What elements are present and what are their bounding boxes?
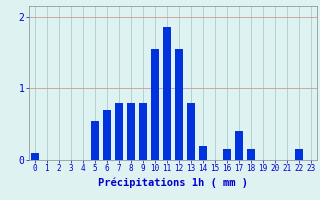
X-axis label: Précipitations 1h ( mm ): Précipitations 1h ( mm ) [98, 177, 248, 188]
Bar [223, 149, 231, 160]
Bar [31, 153, 39, 160]
Bar [103, 110, 111, 160]
Bar [235, 131, 243, 160]
Bar [115, 103, 123, 160]
Bar [139, 103, 147, 160]
Bar [187, 103, 195, 160]
Bar [199, 146, 207, 160]
Bar [247, 149, 255, 160]
Bar [127, 103, 135, 160]
Bar [295, 149, 303, 160]
Bar [175, 49, 183, 160]
Bar [91, 121, 99, 160]
Bar [163, 27, 171, 160]
Bar [151, 49, 159, 160]
